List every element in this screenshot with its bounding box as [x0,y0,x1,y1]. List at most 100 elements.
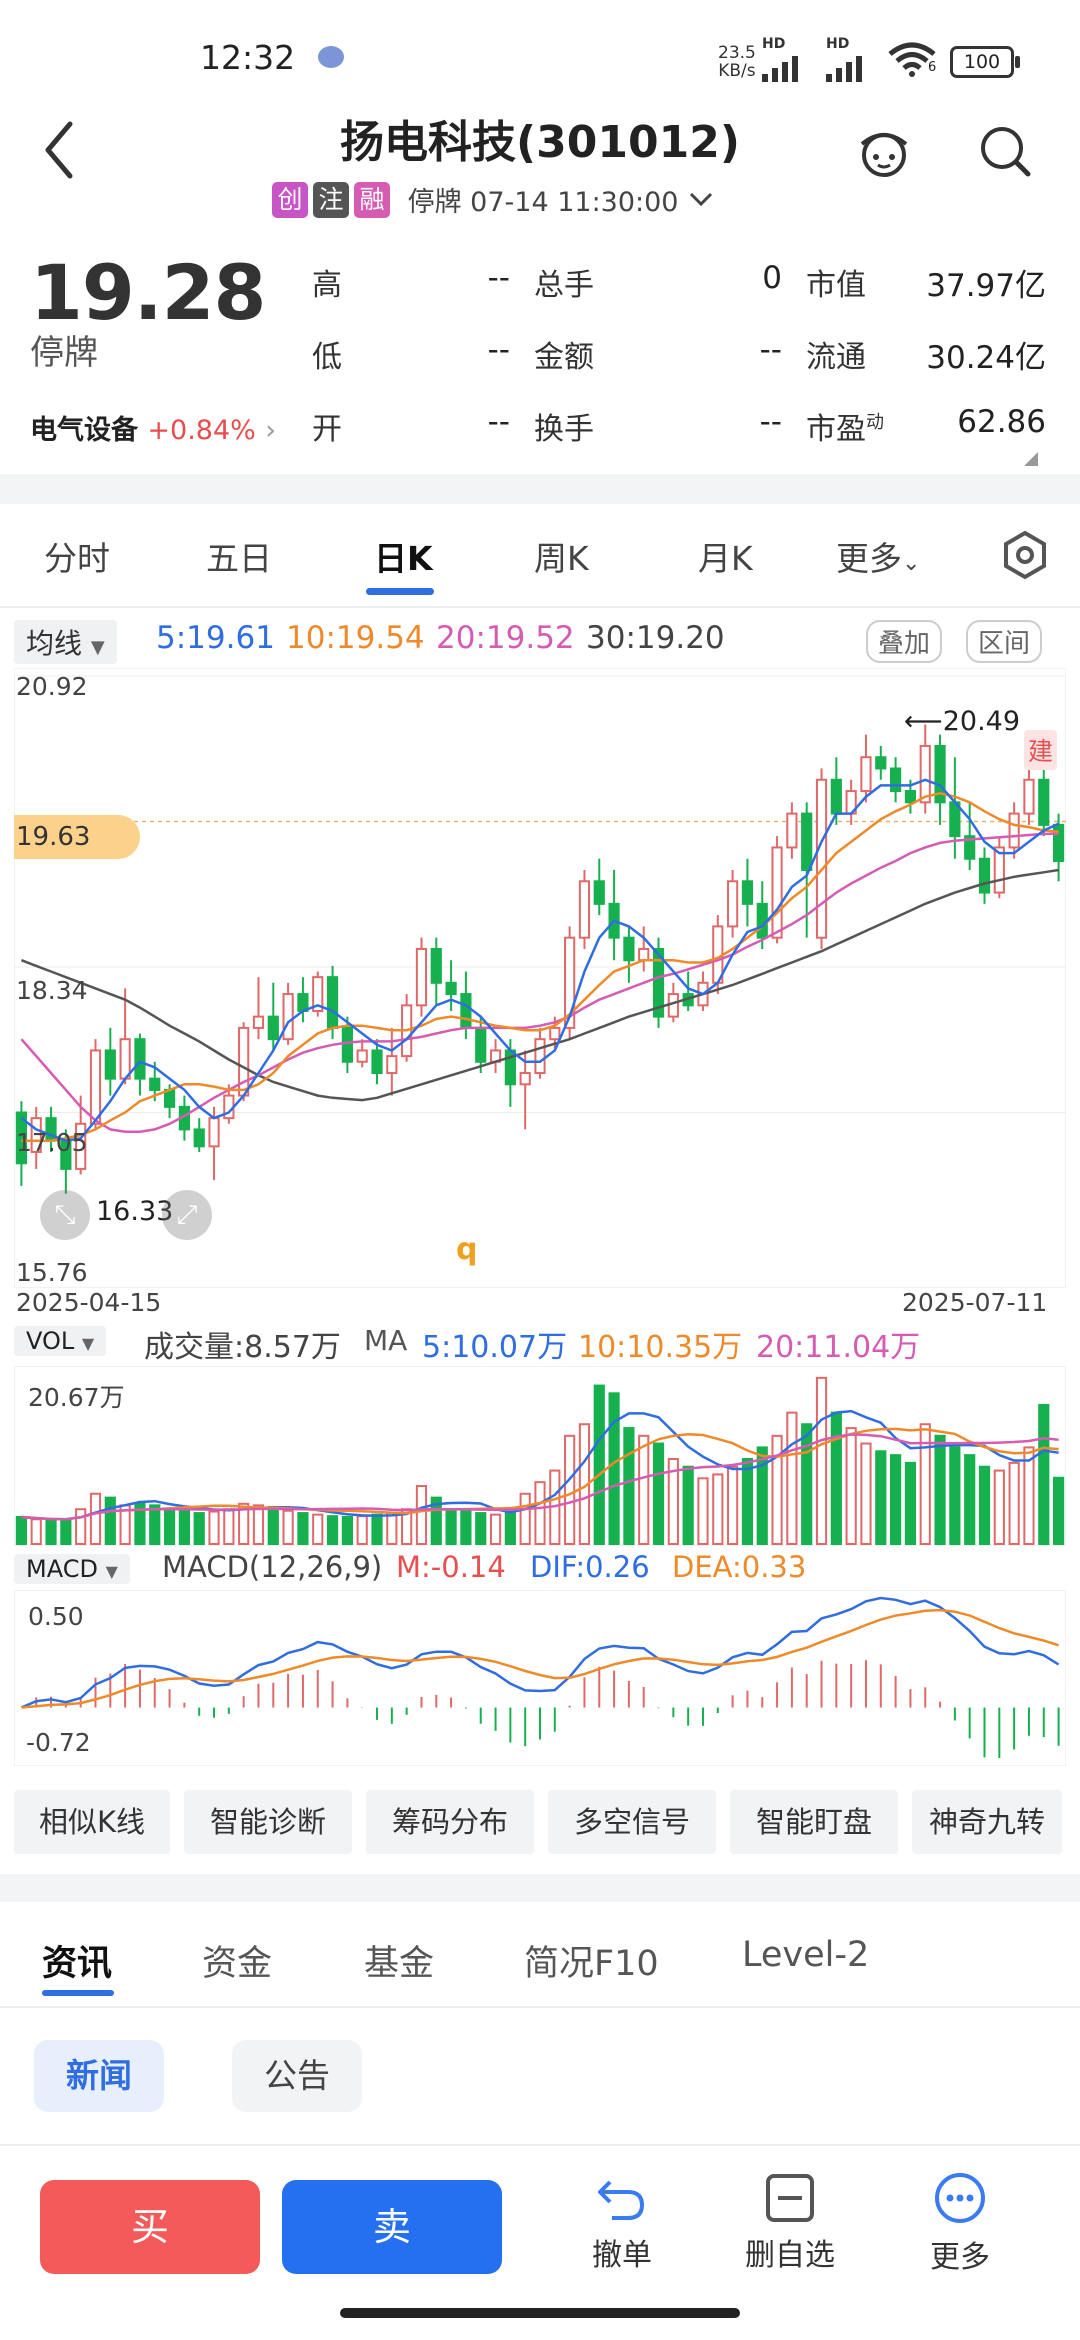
range-button[interactable]: 区间 [966,620,1043,663]
volume-bar [223,1508,235,1546]
pe-label: 市盈动 [806,412,884,447]
vol-selector[interactable]: VOL ▼ [14,1326,107,1356]
chart-settings-icon[interactable] [1000,530,1050,584]
volume-bar [30,1518,42,1545]
y-axis-mid2-label: 17.05 [16,1128,88,1157]
undo-icon [598,2180,645,2220]
low-value: -- [487,332,510,368]
current-price-tag[interactable]: 19.63 [14,815,140,859]
more-button[interactable]: 更多 [900,2172,1020,2276]
tab-news-info[interactable]: 资讯 [42,1944,113,1984]
candle-body [89,1049,102,1125]
macd-chart[interactable] [14,1590,1066,1766]
subtab-news[interactable]: 新闻 [34,2040,164,2112]
back-button[interactable] [40,118,80,186]
subtab-announcement[interactable]: 公告 [232,2040,362,2112]
volume-bar [297,1512,309,1546]
vol-ma20-line [21,1433,1059,1521]
remove-watchlist-button[interactable]: 删自选 [730,2172,850,2274]
tab-fund[interactable]: 基金 [364,1944,435,1984]
tab-five-day[interactable]: 五日 [206,539,272,578]
macd-m: M:-0.14 [396,1550,506,1584]
volume-readout: 成交量:8.57万 [144,1330,341,1365]
tab-more[interactable]: 更多⌄ [836,539,921,578]
candle-body [593,880,605,905]
ma20-value: 20:19.52 [436,620,575,656]
industry-link[interactable]: 电气设备 +0.84% › [30,415,277,446]
kline-chart[interactable] [14,668,1066,1288]
tab-intraday[interactable]: 分时 [44,539,110,578]
volume-bar [430,1496,442,1546]
amount-value: -- [759,332,782,368]
ma10-line [21,792,1059,1142]
build-position-badge[interactable]: 建 [1024,730,1058,770]
zoom-in-icon[interactable]: ⤢ [162,1190,212,1240]
volume-bar [756,1446,768,1545]
tool-smart-watch[interactable]: 智能盯盘 [730,1790,898,1854]
volume-bar [1052,1476,1065,1545]
tab-f10[interactable]: 简况F10 [524,1944,659,1984]
candle-body [830,778,842,815]
candle-body [578,880,591,939]
candle-body [964,835,976,860]
volume-bar [801,1423,813,1545]
mcap-label: 市值 [806,268,866,303]
volume-bar [89,1492,102,1545]
tag-rong: 融 [354,181,390,218]
volume-bar [815,1376,828,1546]
sell-button[interactable]: 卖 [282,2180,502,2274]
y-axis-top-label: 20.92 [16,672,88,701]
tab-daily-k[interactable]: 日K [374,539,433,578]
candle-body [371,1049,383,1075]
signal-2-icon: HD [826,36,876,86]
buy-button[interactable]: 买 [40,2180,260,2274]
macd-selector[interactable]: MACD ▼ [14,1554,130,1584]
candle-body [149,1077,161,1091]
tab-level2[interactable]: Level-2 [742,1935,870,1975]
avatar-button[interactable] [854,124,914,186]
volume-bar [593,1384,605,1545]
candle-body [312,976,324,1012]
vol-ma5: 5:10.07万 [422,1330,568,1365]
volume-bar [104,1496,116,1546]
candle-body [993,846,1005,894]
candle-body [1023,778,1035,815]
tool-smart-diagnosis[interactable]: 智能诊断 [184,1790,352,1854]
tool-bull-bear-signal[interactable]: 多空信号 [548,1790,716,1854]
zoom-out-icon[interactable]: ⤡ [40,1190,90,1240]
candle-body [875,756,887,770]
candle-body [890,767,902,793]
candle-body [475,1026,487,1063]
expand-corner-icon[interactable] [1024,452,1038,466]
volume-chart[interactable] [14,1366,1066,1546]
vol-ma20: 20:11.04万 [756,1330,921,1365]
tabs-divider [0,606,1080,608]
event-marker[interactable]: q [456,1232,478,1267]
candle-body [341,1026,353,1063]
high-value: -- [487,260,510,296]
tool-similar-k[interactable]: 相似K线 [14,1790,170,1854]
overlay-button[interactable]: 叠加 [866,620,943,663]
candle-body [356,1049,368,1063]
tab-monthly-k[interactable]: 月K [698,539,753,578]
net-speed: 23.5 KB/s [718,43,756,81]
subtitle-row[interactable]: 创注融 停牌 07-14 11:30:00 [272,180,715,219]
x-axis-end-date: 2025-07-11 [902,1288,1048,1317]
volume-bar [193,1512,205,1546]
volume-bar [875,1450,887,1545]
volume-bar [682,1465,694,1545]
search-icon[interactable] [978,124,1034,184]
volume-bar [608,1392,620,1546]
candle-body [534,1038,546,1075]
ma-selector[interactable]: 均线 ▼ [14,620,117,664]
cancel-order-button[interactable]: 撤单 [562,2172,682,2274]
candle-body [134,1038,146,1080]
tab-capital[interactable]: 资金 [202,1944,273,1984]
candle-body [30,1117,42,1153]
tool-chip-distribution[interactable]: 筹码分布 [366,1790,534,1854]
volume-bar [45,1519,57,1545]
volume-bar [890,1454,902,1545]
volume-bar [1038,1403,1050,1546]
tab-weekly-k[interactable]: 周K [534,539,589,578]
tool-magic-nine[interactable]: 神奇九转 [912,1790,1062,1854]
